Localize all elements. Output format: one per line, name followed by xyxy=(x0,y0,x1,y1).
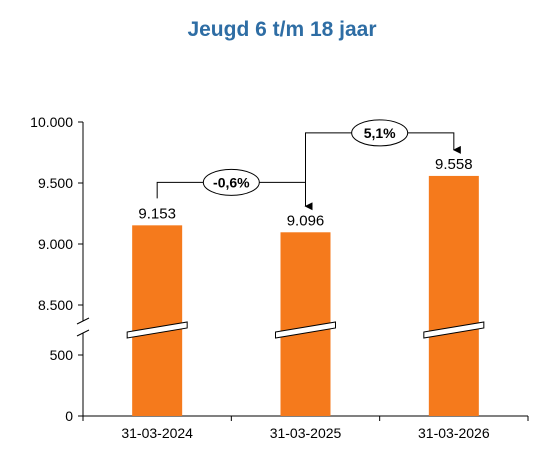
data-label: 9.153 xyxy=(138,205,176,222)
change-annotations: -0,6% 5,1% xyxy=(156,119,461,211)
bar-break-mark xyxy=(126,321,188,339)
y-tick-label: 500 xyxy=(50,347,74,363)
change-label: 5,1% xyxy=(364,125,396,141)
y-tick-label: 9.500 xyxy=(38,175,73,191)
x-tick-label: 31-03-2024 xyxy=(121,425,193,441)
y-axis-break-mark xyxy=(76,329,90,337)
change-badge xyxy=(351,119,409,147)
data-label: 9.558 xyxy=(435,156,473,173)
y-tick-label: 8.500 xyxy=(38,297,73,313)
x-tick-label: 31-03-2025 xyxy=(270,425,342,441)
bar xyxy=(132,225,183,416)
x-tick-label: 31-03-2026 xyxy=(418,425,490,441)
bar-break-mark xyxy=(275,321,336,339)
y-axis-break-mark xyxy=(76,317,90,325)
y-tick-label: 10.000 xyxy=(30,114,73,130)
change-label: -0,6% xyxy=(213,174,250,190)
change-badge xyxy=(202,168,260,196)
bar-break-mark xyxy=(423,321,485,339)
bars: 9.153 9.096 9.558 xyxy=(126,156,485,416)
y-tick-label: 9.000 xyxy=(38,236,73,252)
bar xyxy=(428,175,479,416)
chart-title: Jeugd 6 t/m 18 jaar xyxy=(187,18,376,41)
y-tick-label: 0 xyxy=(65,408,73,424)
data-label: 9.096 xyxy=(287,212,325,229)
